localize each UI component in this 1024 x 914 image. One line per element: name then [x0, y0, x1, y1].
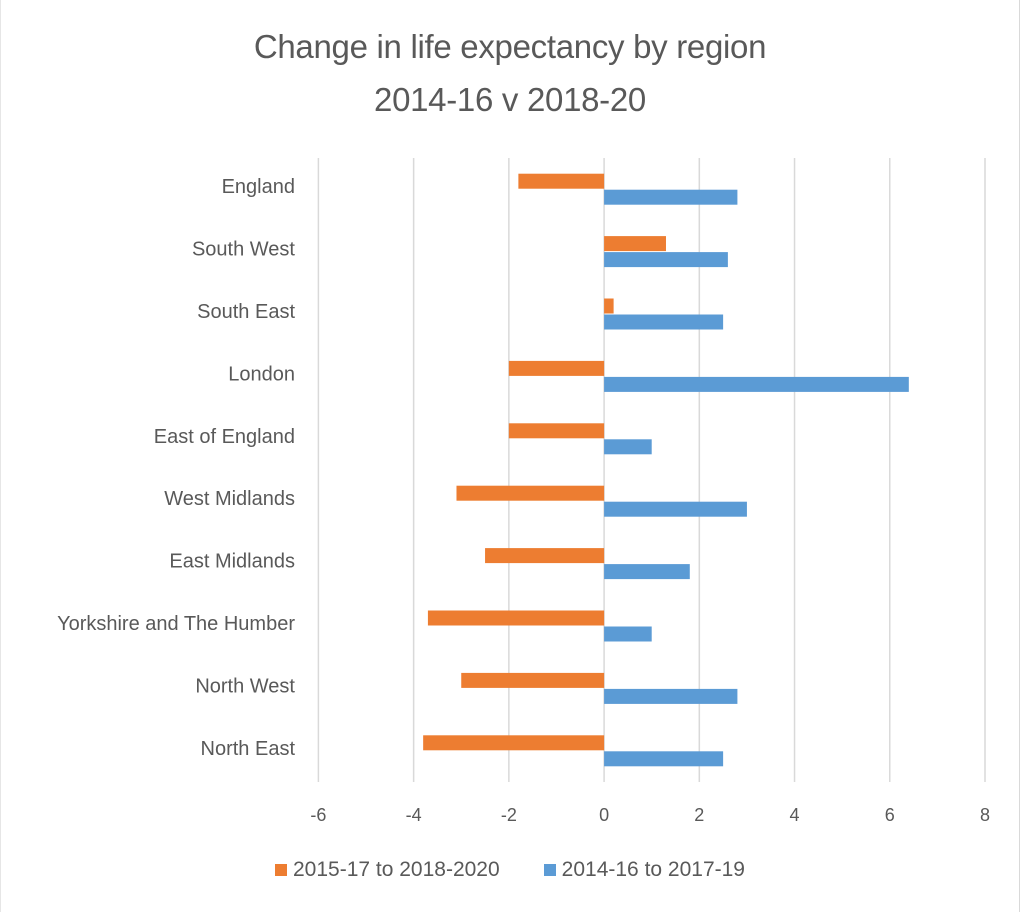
bar-blue — [604, 252, 728, 268]
legend-swatch-blue — [543, 864, 556, 876]
bar-orange — [456, 485, 605, 501]
x-tick-label: -2 — [501, 805, 517, 825]
x-tick-labels: -6 -4 -2 0 2 4 6 8 — [310, 805, 990, 825]
bar-blue — [604, 688, 738, 704]
category-label: South West — [192, 239, 295, 261]
bar-blue — [604, 376, 909, 392]
bar-orange — [604, 236, 666, 252]
category-label: West Midlands — [164, 488, 295, 510]
chart-subtitle: 2014-16 v 2018-20 — [374, 81, 646, 118]
bar-blue — [604, 314, 724, 330]
legend-label: 2015-17 to 2018-2020 — [292, 858, 500, 881]
x-tick-label: -4 — [406, 805, 422, 825]
x-tick-label: 4 — [790, 805, 800, 825]
x-tick-label: 0 — [599, 805, 609, 825]
bar-orange — [518, 173, 605, 189]
x-tick-label: -6 — [310, 805, 326, 825]
category-label: North West — [195, 675, 295, 697]
bar-blue — [604, 501, 747, 517]
legend-swatch-orange — [274, 864, 287, 876]
bar-orange — [423, 735, 605, 751]
legend: 2015-17 to 2018-2020 2014-16 to 2017-19 — [0, 858, 1020, 882]
category-label: East of England — [154, 426, 295, 448]
bar-blue — [604, 751, 724, 767]
legend-item-series-2: 2014-16 to 2017-19 — [543, 858, 745, 882]
legend-label: 2014-16 to 2017-19 — [561, 858, 745, 881]
bar-orange — [604, 298, 614, 314]
category-label: England — [222, 176, 295, 198]
bar-blue — [604, 564, 690, 580]
bar-orange — [508, 360, 605, 376]
x-tick-label: 8 — [980, 805, 990, 825]
bars — [423, 173, 909, 767]
bar-orange — [508, 423, 605, 439]
gridlines — [317, 158, 986, 782]
bar-orange — [485, 548, 605, 564]
category-label: London — [228, 363, 295, 385]
bar-blue — [604, 626, 652, 642]
chart-title: Change in life expectancy by region — [253, 28, 767, 65]
bar-blue — [604, 189, 738, 205]
bar-blue — [604, 439, 652, 455]
category-labels: England South West South East London East of… — [57, 176, 295, 760]
bar-orange — [427, 610, 605, 626]
x-tick-label: 2 — [694, 805, 704, 825]
category-label: Yorkshire and The Humber — [57, 613, 295, 635]
legend-item-series-1: 2015-17 to 2018-2020 — [274, 858, 500, 882]
category-label: East Midlands — [169, 551, 295, 573]
category-label: North East — [201, 738, 296, 760]
category-label: South East — [197, 301, 295, 323]
x-tick-label: 6 — [885, 805, 895, 825]
bar-orange — [461, 672, 605, 688]
